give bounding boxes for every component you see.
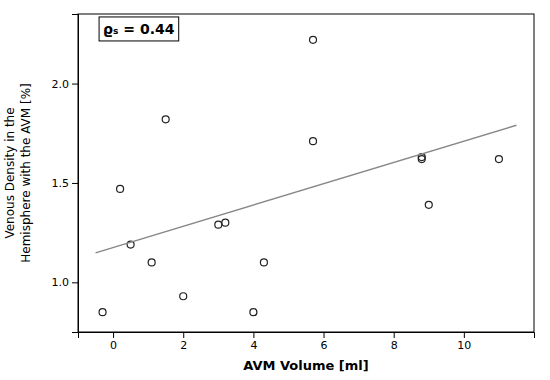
tick-mark [72, 282, 78, 283]
point [495, 156, 502, 163]
annotation-box [99, 17, 179, 41]
tick: 10 [457, 332, 471, 352]
chart: 0 2 4 6 8 10 1.0 1.5 2.0 AVM Volume [ml] Venous De… [0, 0, 550, 380]
y-axis: 1.0 1.5 2.0 [52, 15, 79, 333]
y-axis-title: Venous Density in theHemisphere with the… [3, 83, 33, 263]
tick-mark [183, 332, 184, 338]
axis-line [72, 15, 79, 333]
x-axis-title: AVM Volume [ml] [243, 358, 368, 373]
tick-label: 8 [391, 339, 398, 352]
point [425, 201, 432, 208]
regression-line [96, 125, 517, 253]
y-axis-title-line: Hemisphere with the AVM [%] [19, 83, 33, 263]
tick-label: 4 [250, 339, 257, 352]
tick-mark [72, 183, 78, 184]
tick-mark [113, 332, 114, 338]
point [215, 221, 222, 228]
point [162, 116, 169, 123]
point [99, 309, 106, 316]
tick-mark [324, 332, 325, 338]
tick-label: 10 [457, 339, 471, 352]
point [148, 259, 155, 266]
tick-mark [394, 332, 395, 338]
tick-label: 0 [110, 339, 117, 352]
tick-label: 1.5 [52, 177, 70, 190]
tick: 1.5 [52, 177, 79, 190]
tick-label: 6 [321, 339, 328, 352]
point [222, 219, 229, 226]
tick-mark [253, 332, 254, 338]
point [310, 138, 317, 145]
point [250, 309, 257, 316]
tick-mark [464, 332, 465, 338]
point [180, 293, 187, 300]
point [117, 185, 124, 192]
tick-label: 2.0 [52, 78, 70, 91]
tick-mark [72, 84, 78, 85]
tick-label: 2 [180, 339, 187, 352]
tick: 1.0 [52, 276, 79, 289]
tick: 6 [321, 332, 328, 352]
x-axis: 0 2 4 6 8 10 [79, 332, 535, 352]
scatter-points [99, 36, 502, 315]
tick: 2 [180, 332, 187, 352]
annotation-text: ϱₛ = 0.44 [103, 21, 175, 37]
tick: 0 [110, 332, 117, 352]
tick: 4 [250, 332, 257, 352]
point [260, 259, 267, 266]
annotation: ϱₛ = 0.44 [99, 17, 179, 41]
plot-frame [78, 14, 534, 332]
axis-line [79, 333, 535, 339]
tick-label: 1.0 [52, 276, 70, 289]
tick: 2.0 [52, 78, 79, 91]
plot: 0 2 4 6 8 10 1.0 1.5 2.0 [52, 14, 535, 352]
annotations: ϱₛ = 0.44 [99, 17, 179, 41]
point [310, 36, 317, 43]
y-axis-title-line: Venous Density in the [3, 107, 17, 238]
tick: 8 [391, 332, 398, 352]
marks [96, 36, 517, 315]
